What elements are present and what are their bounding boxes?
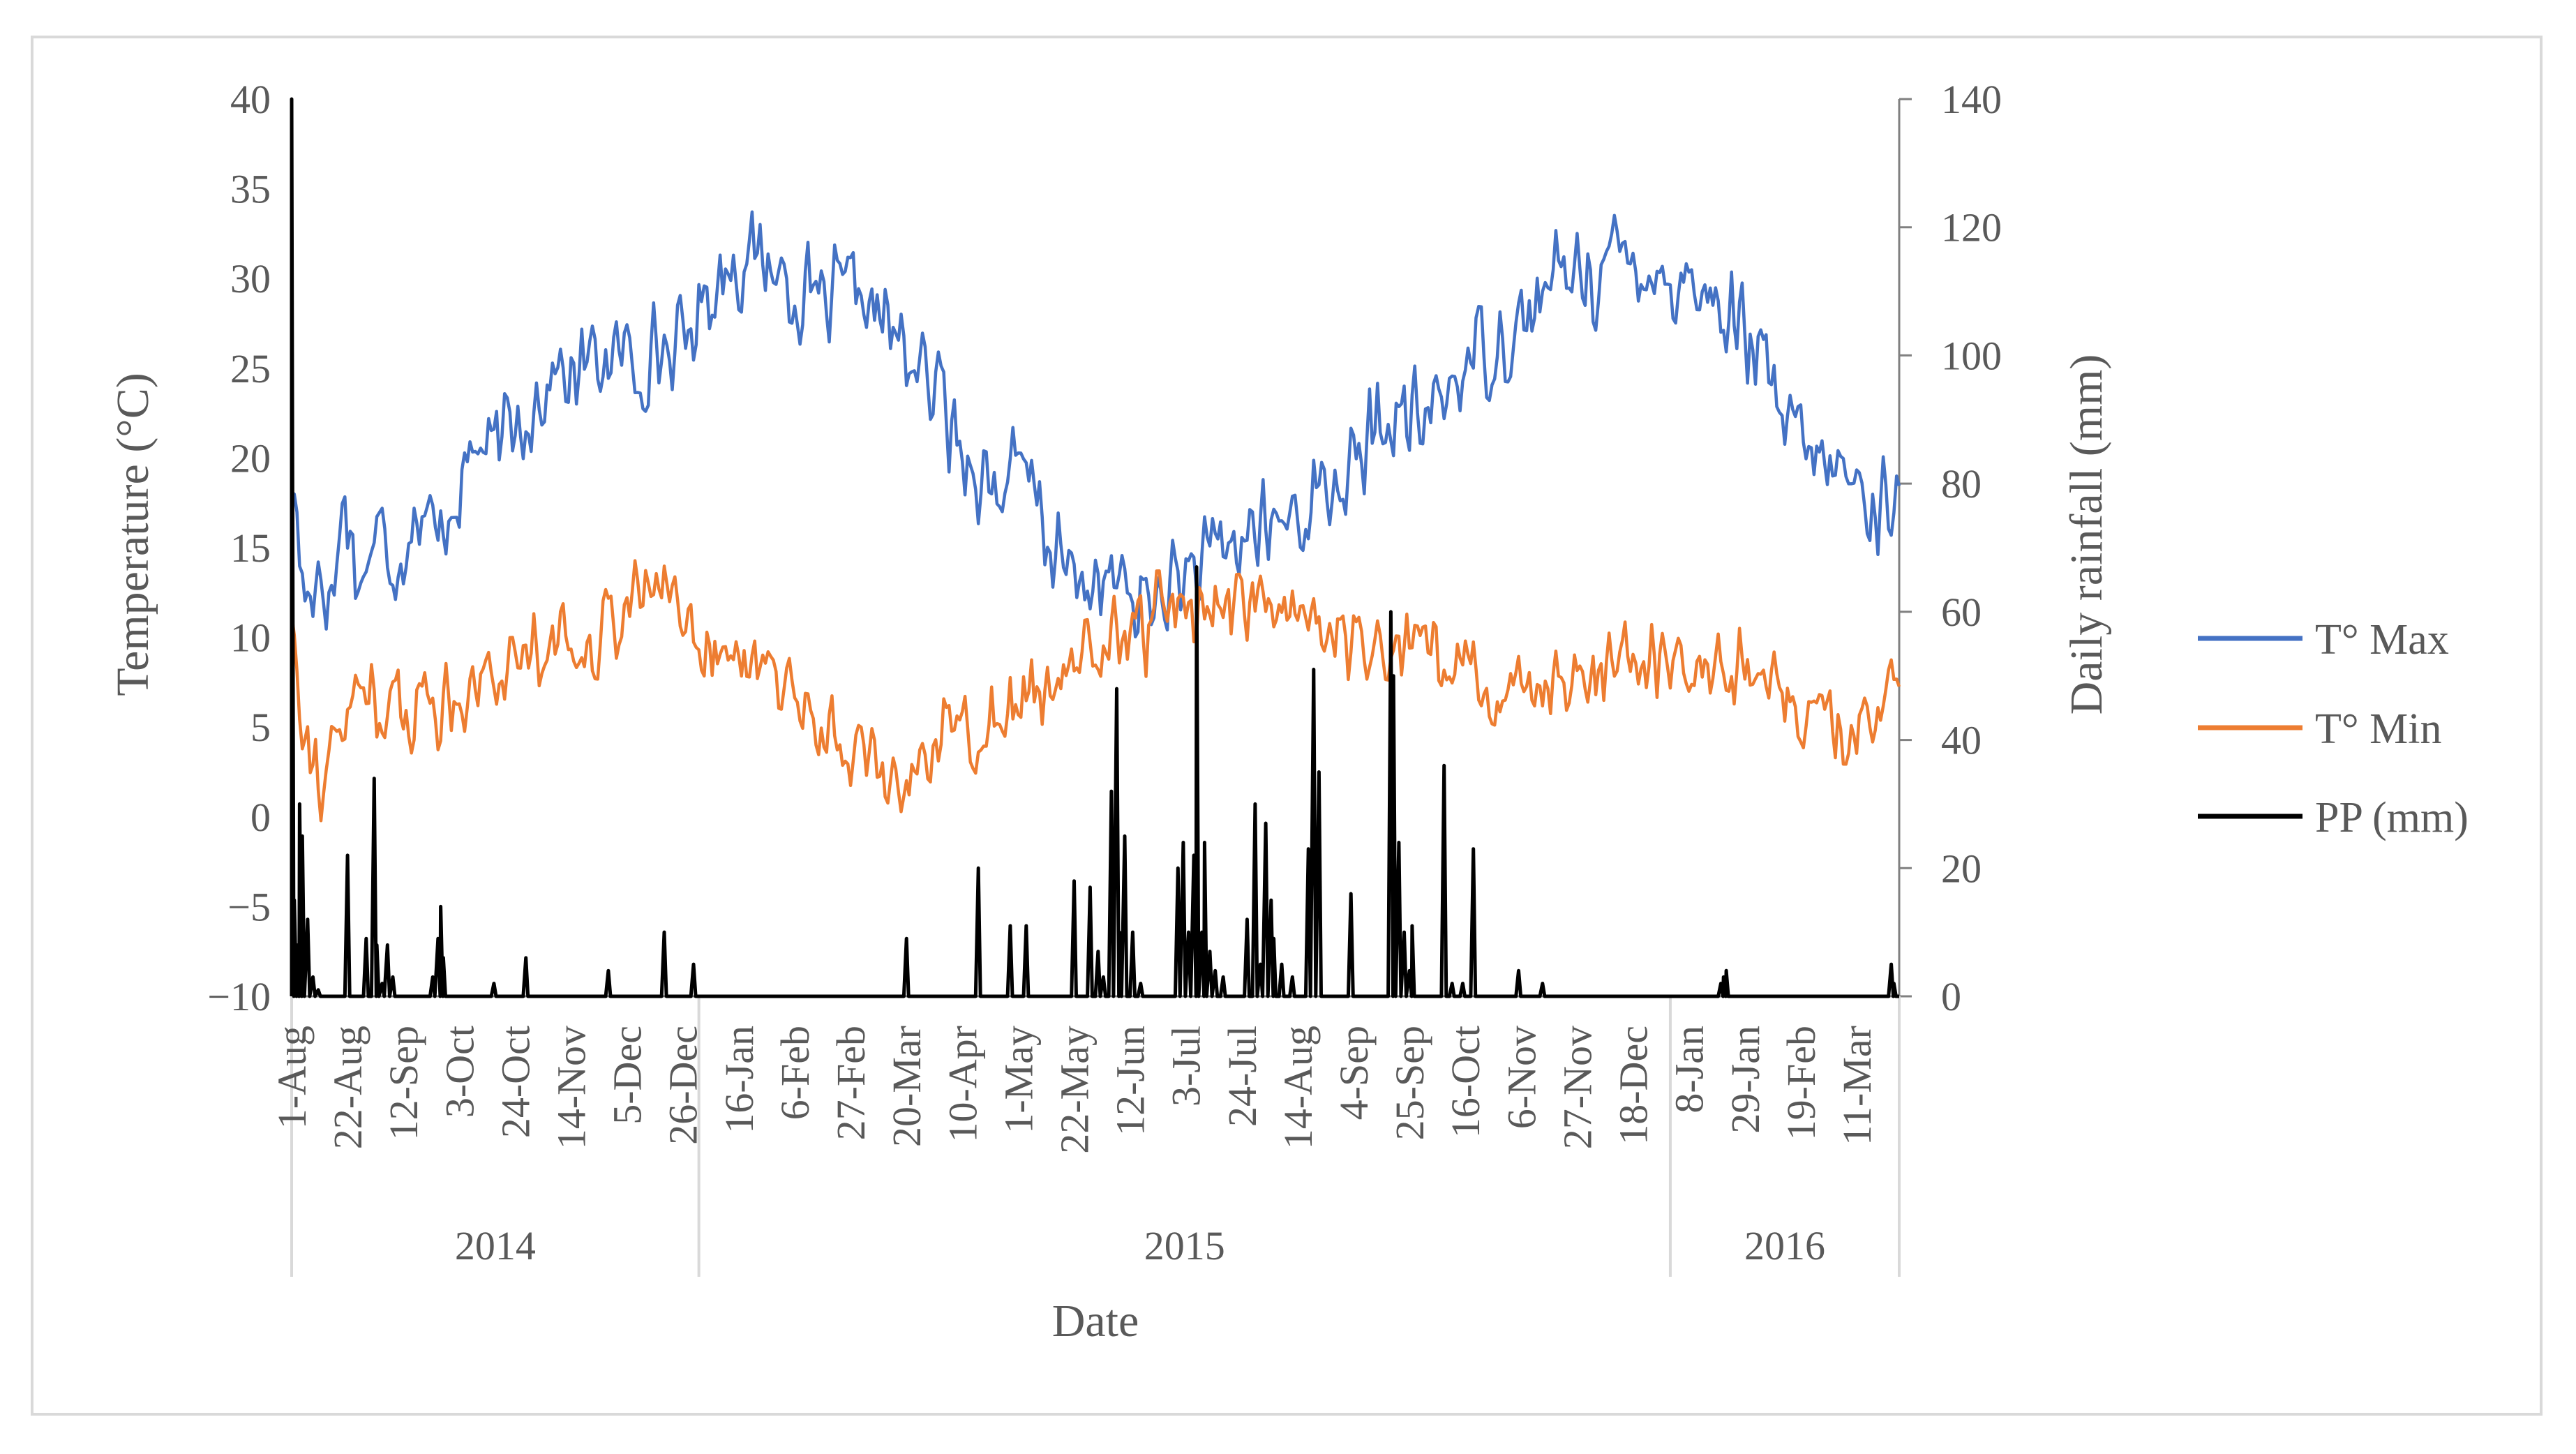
y-axis-right-title: Daily rainfall (mm) xyxy=(2061,354,2112,715)
legend-tmax-label: T° Max xyxy=(2315,616,2449,664)
year-label: 2016 xyxy=(1744,1223,1825,1268)
y-left-tick-label: 35 xyxy=(230,167,271,212)
y-right-tick-label: 120 xyxy=(1941,205,2002,250)
x-tick-label: 12-Sep xyxy=(381,1026,426,1140)
x-tick-label: 8-Jan xyxy=(1667,1026,1712,1114)
y-right-tick-label: 60 xyxy=(1941,590,1982,635)
x-tick-label: 11-Mar xyxy=(1834,1026,1880,1146)
y-right-tick-label: 80 xyxy=(1941,461,1982,507)
y-left-tick-label: 5 xyxy=(250,705,271,750)
y-axis-left-title: Temperature (°C) xyxy=(107,373,158,696)
x-tick-label: 10-Apr xyxy=(940,1026,985,1143)
labels-layer: 4035302520151050−5−101401201008060402001… xyxy=(207,77,2002,1268)
x-tick-label: 3-Jul xyxy=(1164,1026,1209,1107)
x-tick-label: 1-May xyxy=(996,1026,1041,1134)
y-left-tick-label: 20 xyxy=(230,435,271,481)
y-left-tick-label: 40 xyxy=(230,77,271,122)
legend: T° Max T° Min PP (mm) xyxy=(2198,616,2469,841)
x-tick-label: 18-Dec xyxy=(1611,1026,1656,1145)
y-right-tick-label: 0 xyxy=(1941,974,1961,1019)
year-label: 2014 xyxy=(455,1223,536,1268)
x-tick-label: 24-Jul xyxy=(1220,1026,1265,1127)
x-tick-label: 12-Jun xyxy=(1108,1026,1153,1136)
x-tick-label: 14-Nov xyxy=(549,1026,594,1149)
x-tick-label: 22-May xyxy=(1051,1026,1097,1154)
series-line-tmin xyxy=(290,559,1901,823)
x-tick-label: 25-Sep xyxy=(1387,1026,1432,1140)
y-right-tick-label: 140 xyxy=(1941,77,2002,122)
y-left-tick-label: 10 xyxy=(230,615,271,661)
y-right-tick-label: 100 xyxy=(1941,333,2002,378)
series-line-tmax xyxy=(290,210,1901,639)
x-tick-label: 6-Nov xyxy=(1499,1026,1544,1129)
x-tick-label: 26-Dec xyxy=(661,1026,706,1145)
chart-frame xyxy=(31,36,2543,1416)
x-tick-label: 1-Aug xyxy=(269,1026,315,1129)
x-tick-label: 6-Feb xyxy=(772,1026,818,1120)
series-layer xyxy=(290,97,1901,998)
x-tick-label: 14-Aug xyxy=(1275,1026,1321,1149)
y-left-tick-label: −5 xyxy=(227,884,271,929)
y-right-tick-label: 20 xyxy=(1941,846,1982,891)
x-tick-label: 20-Mar xyxy=(884,1026,929,1147)
y-left-tick-label: 0 xyxy=(250,795,271,840)
y-left-tick-label: 15 xyxy=(230,525,271,571)
x-tick-label: 16-Oct xyxy=(1443,1026,1488,1138)
legend-tmin-label: T° Min xyxy=(2315,705,2442,753)
x-tick-label: 27-Feb xyxy=(828,1026,874,1140)
x-tick-label: 4-Sep xyxy=(1331,1026,1377,1120)
x-axis-title: Date xyxy=(1052,1296,1139,1347)
x-tick-label: 19-Feb xyxy=(1779,1026,1824,1140)
y-left-tick-label: 25 xyxy=(230,346,271,391)
y-right-tick-label: 40 xyxy=(1941,718,1982,763)
x-tick-label: 3-Oct xyxy=(437,1026,482,1118)
x-tick-label: 27-Nov xyxy=(1555,1026,1600,1149)
x-tick-label: 16-Jan xyxy=(717,1026,762,1134)
legend-pp-label: PP (mm) xyxy=(2315,794,2469,841)
year-label: 2015 xyxy=(1144,1223,1225,1268)
x-tick-label: 24-Oct xyxy=(493,1026,538,1138)
series-line-pp xyxy=(290,97,1899,998)
y-left-tick-label: 30 xyxy=(230,256,271,301)
x-tick-label: 22-Aug xyxy=(325,1026,370,1149)
x-tick-label: 5-Dec xyxy=(605,1026,650,1125)
x-tick-label: 29-Jan xyxy=(1723,1026,1768,1134)
y-left-tick-label: −10 xyxy=(207,974,271,1019)
